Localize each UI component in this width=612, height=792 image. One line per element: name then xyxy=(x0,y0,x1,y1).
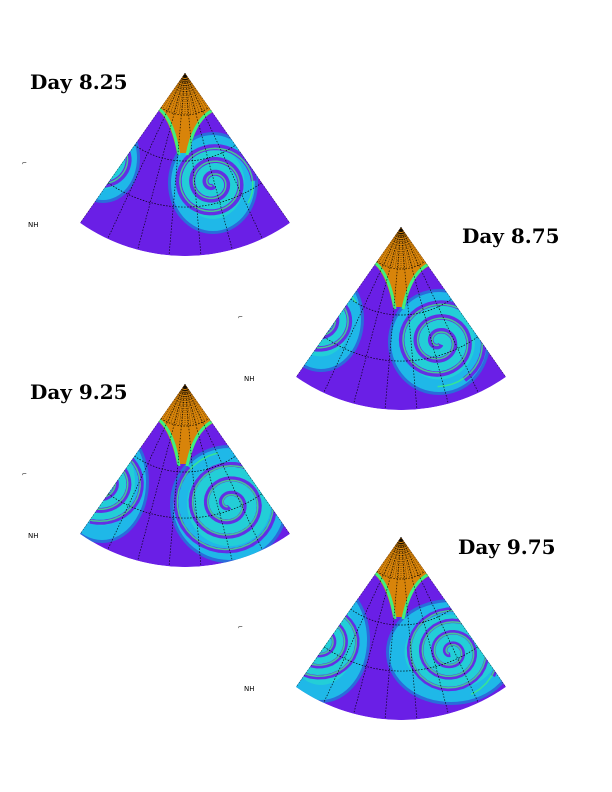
day-label: Day 8.75 xyxy=(462,224,560,248)
tick-mark: ⌐ xyxy=(22,471,28,478)
hemisphere-label: NH xyxy=(28,221,39,229)
hemisphere-label: NH xyxy=(244,375,255,383)
day-label: Day 8.25 xyxy=(30,70,128,94)
tick-mark: ⌐ xyxy=(22,160,28,167)
hemisphere-label: NH xyxy=(244,685,255,693)
tick-mark: ⌐ xyxy=(238,624,244,631)
hemisphere-label: NH xyxy=(28,532,39,540)
tick-mark: ⌐ xyxy=(238,314,244,321)
day-label: Day 9.75 xyxy=(458,535,556,559)
day-label: Day 9.25 xyxy=(30,380,128,404)
